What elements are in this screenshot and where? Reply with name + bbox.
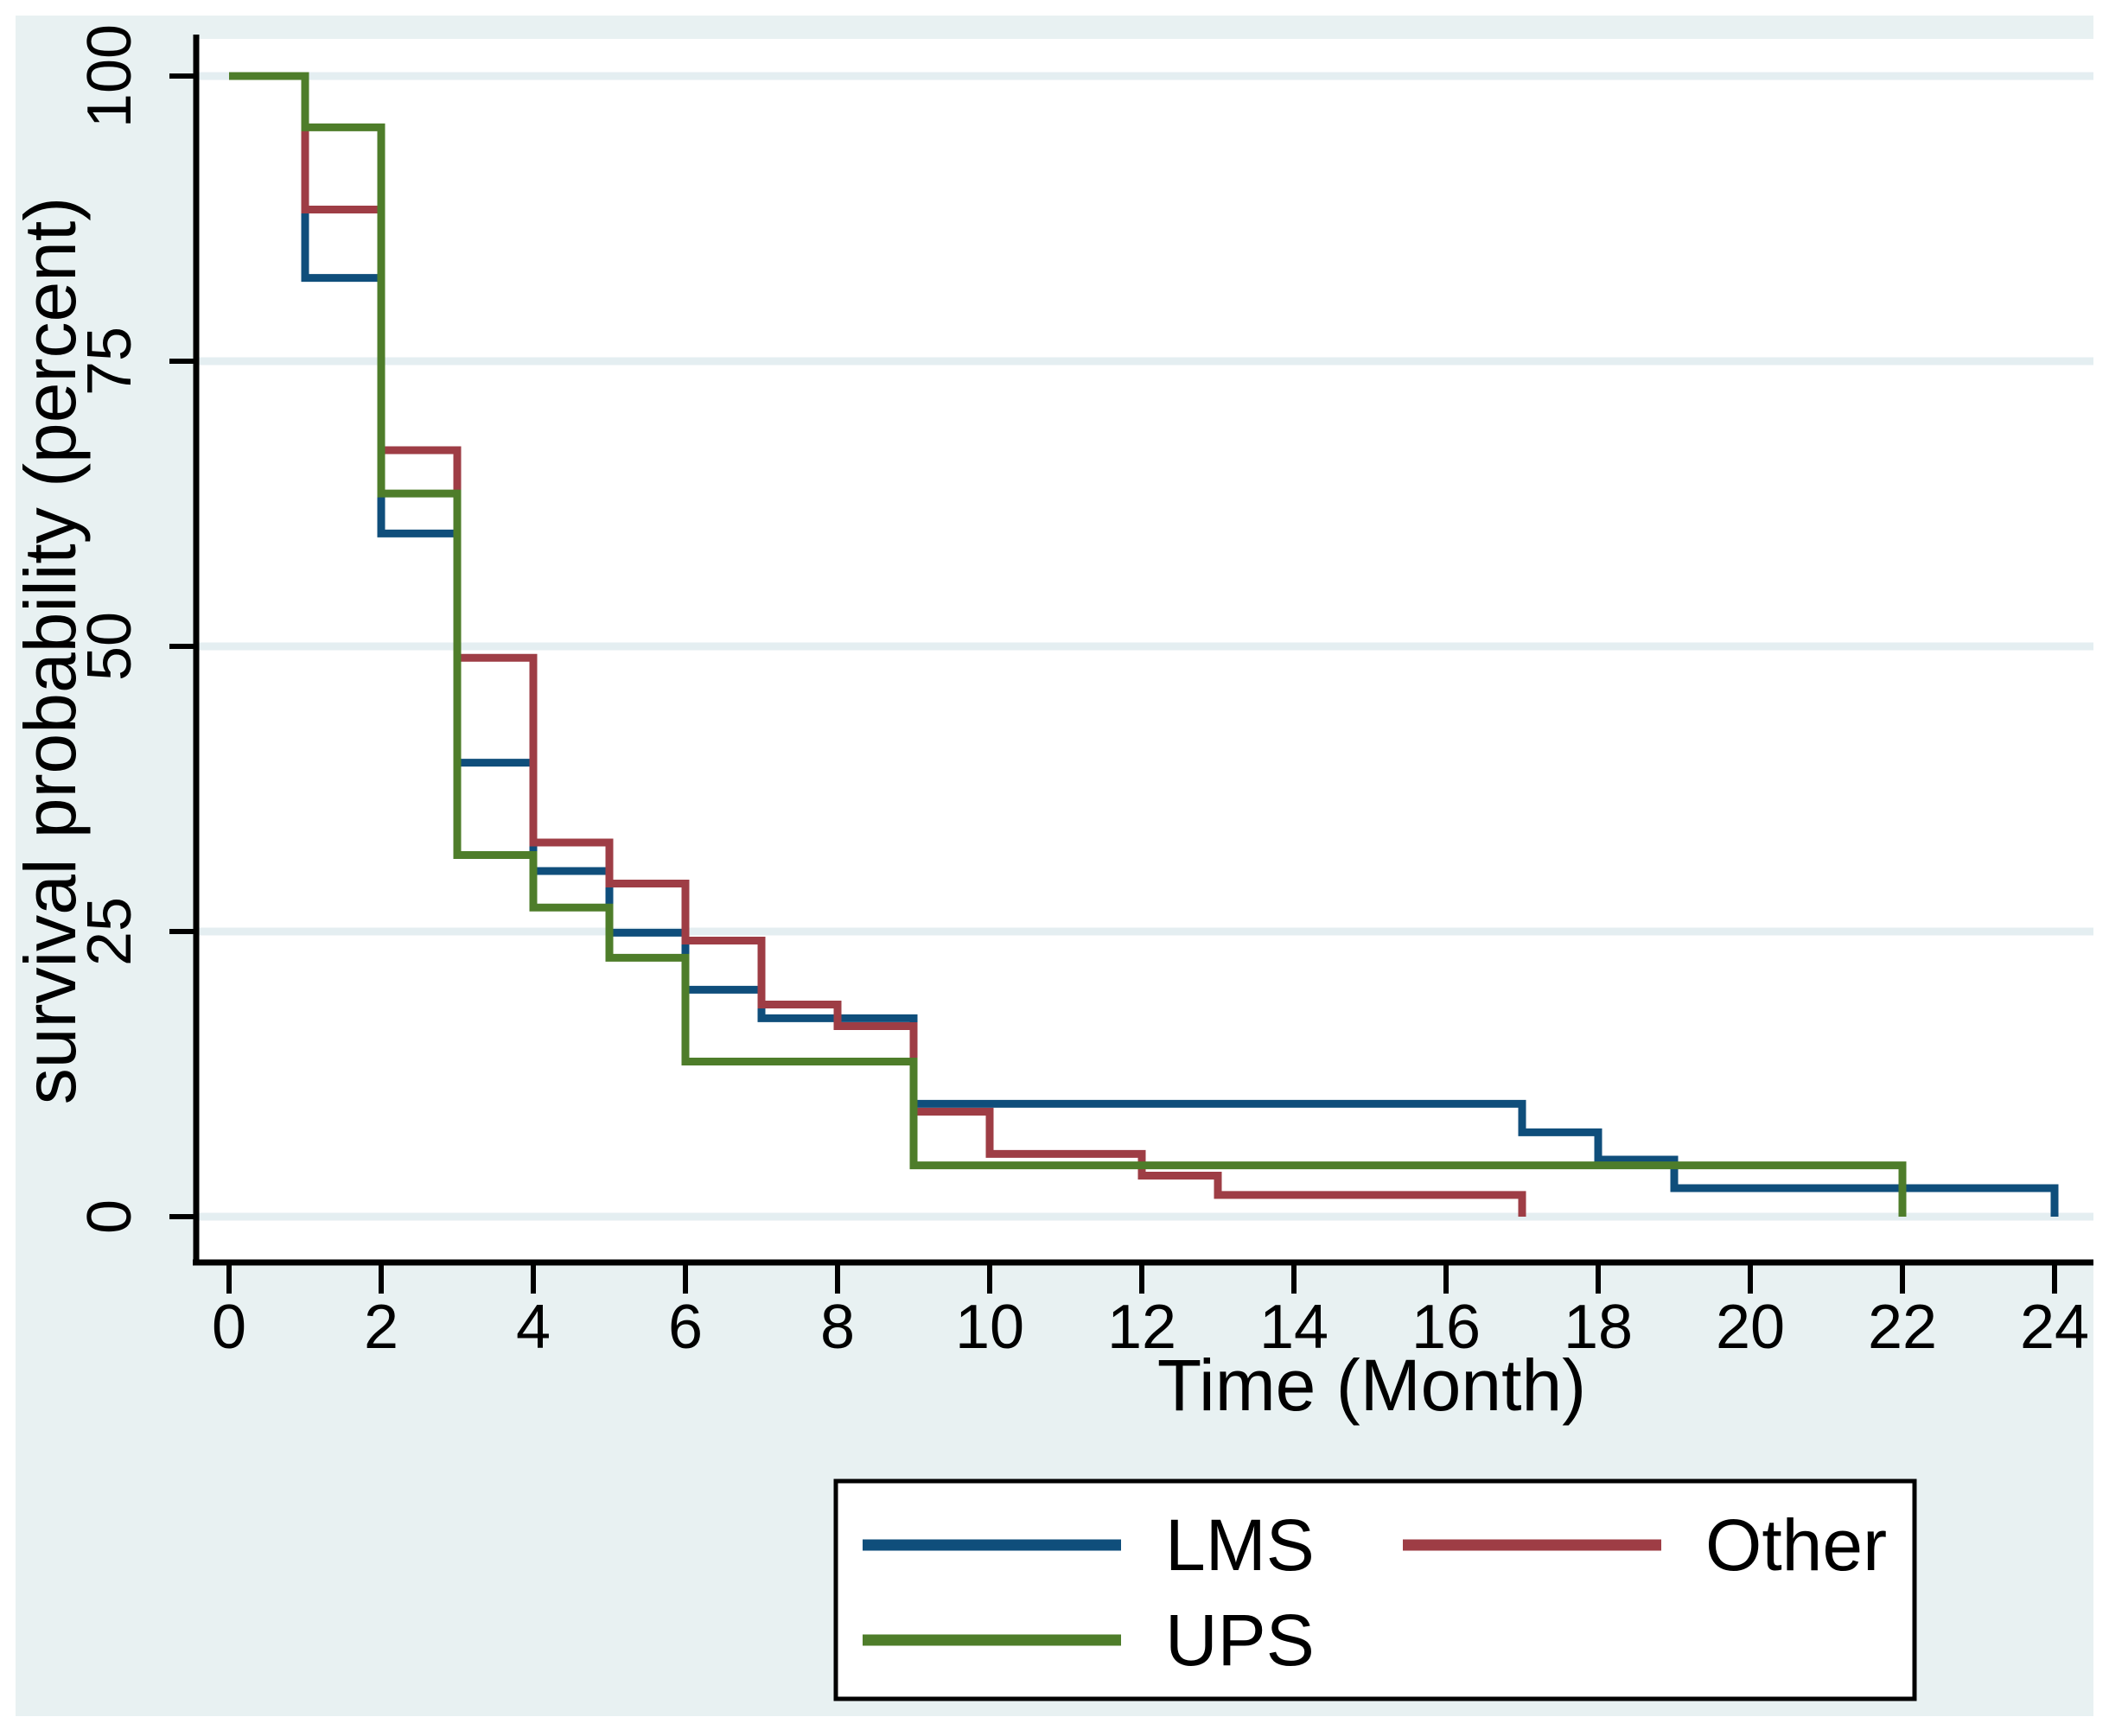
y-tick-label-25: 25 [75,897,144,966]
legend-label-other: Other [1705,1504,1887,1586]
legend-item-lms: LMS [863,1504,1315,1586]
x-tick-label-24: 24 [2020,1293,2089,1362]
x-tick-label-22: 22 [1868,1293,1937,1362]
series-line-ups [229,72,1907,1217]
legend: LMS Other UPS [833,1478,1917,1701]
legend-item-other: Other [1403,1504,1887,1586]
y-axis-title: survival probability (percent) [10,197,91,1104]
x-tick-label-12: 12 [1107,1293,1176,1362]
y-tick-label-100: 100 [75,24,144,128]
x-tick-label-20: 20 [1716,1293,1785,1362]
survival-curves [229,72,2059,1217]
plot-area [196,39,2093,1262]
x-tick-label-8: 8 [820,1293,855,1362]
x-tick-label-14: 14 [1259,1293,1328,1362]
legend-box [833,1478,1917,1701]
x-tick-label-4: 4 [516,1293,551,1362]
y-tick-label-50: 50 [75,612,144,681]
legend-item-ups: UPS [863,1599,1315,1681]
x-tick-label-18: 18 [1564,1293,1633,1362]
x-tick-label-2: 2 [364,1293,398,1362]
x-tick-label-0: 0 [212,1293,246,1362]
x-axis-title: Time (Month) [1157,1345,1586,1426]
y-tick-label-0: 0 [75,1199,144,1234]
y-tick-label-75: 75 [75,327,144,396]
gridlines [196,72,2093,1221]
legend-label-lms: LMS [1165,1504,1315,1586]
x-tick-label-6: 6 [668,1293,703,1362]
legend-label-ups: UPS [1165,1599,1315,1681]
x-tick-label-16: 16 [1411,1293,1481,1362]
x-tick-label-10: 10 [955,1293,1024,1362]
